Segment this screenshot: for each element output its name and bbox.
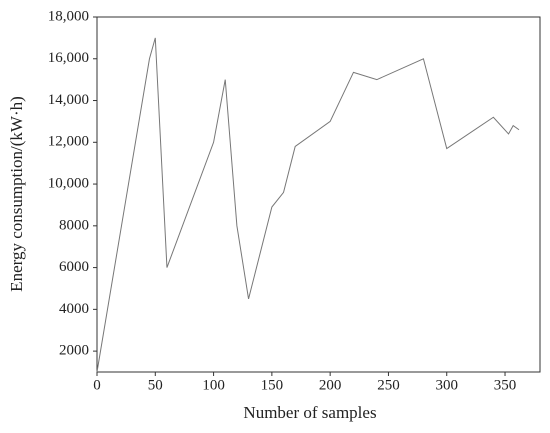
x-tick-label: 150 (261, 377, 284, 393)
y-tick-label: 4000 (59, 301, 89, 317)
data-line (96, 37, 520, 373)
x-tick-label: 250 (377, 377, 400, 393)
x-tick-label: 350 (494, 377, 517, 393)
y-tick-label: 12,000 (48, 134, 89, 150)
x-axis-label: Number of samples (243, 403, 376, 422)
x-tick-label: 50 (148, 377, 163, 393)
x-tick-label: 100 (202, 377, 225, 393)
x-tick-label: 200 (319, 377, 342, 393)
x-tick-label: 0 (93, 377, 101, 393)
y-tick-label: 2000 (59, 343, 89, 359)
y-tick-label: 10,000 (48, 175, 89, 191)
x-tick-label: 300 (435, 377, 458, 393)
y-tick-label: 14,000 (48, 92, 89, 108)
y-axis-label: Energy consumption/(kW·h) (7, 96, 26, 292)
y-tick-label: 18,000 (48, 8, 89, 24)
y-tick-label: 16,000 (48, 50, 89, 66)
y-tick-label: 8000 (59, 217, 89, 233)
y-tick-label: 6000 (59, 259, 89, 275)
plot-frame (96, 16, 541, 373)
